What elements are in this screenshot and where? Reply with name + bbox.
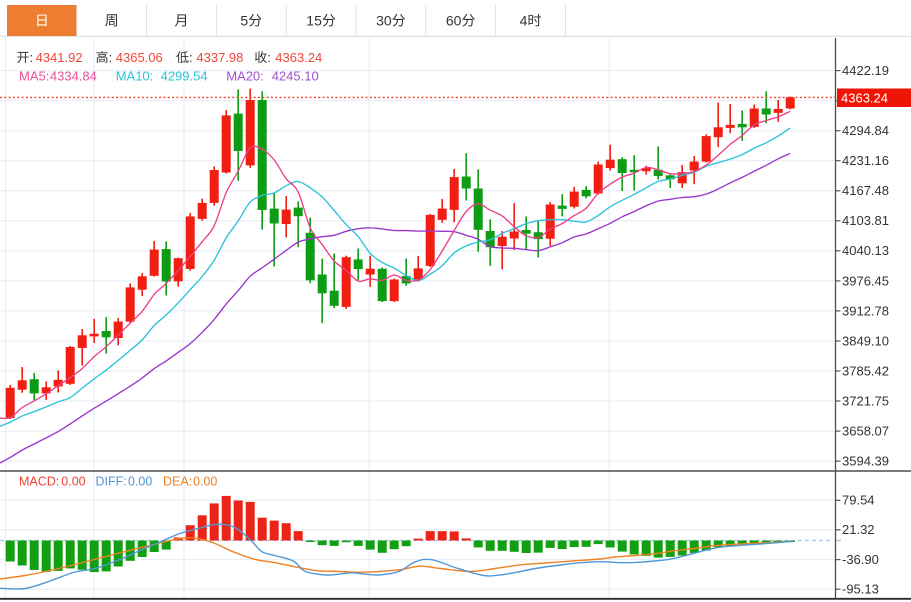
svg-text:30: 30 <box>376 12 392 28</box>
svg-text:DIFF:: DIFF: <box>96 474 127 488</box>
svg-text:-95.13: -95.13 <box>842 582 879 597</box>
svg-text:3658.07: 3658.07 <box>842 424 889 439</box>
svg-text:4363.24: 4363.24 <box>841 90 888 105</box>
svg-text:79.54: 79.54 <box>842 493 875 508</box>
svg-text:4365.06: 4365.06 <box>116 50 163 65</box>
svg-text:5: 5 <box>240 12 248 28</box>
svg-text:4294.84: 4294.84 <box>842 123 889 138</box>
svg-text:MACD:: MACD: <box>19 474 59 488</box>
svg-text:4103.81: 4103.81 <box>842 213 889 228</box>
svg-text::: : <box>30 50 34 65</box>
svg-text:3594.39: 3594.39 <box>842 454 889 469</box>
svg-text:4231.16: 4231.16 <box>842 153 889 168</box>
svg-text:4: 4 <box>520 12 528 28</box>
svg-text:4245.10: 4245.10 <box>272 69 319 84</box>
svg-text:15: 15 <box>306 12 322 28</box>
svg-text::: : <box>267 50 271 65</box>
svg-text:3785.42: 3785.42 <box>842 363 889 378</box>
svg-text:4167.48: 4167.48 <box>842 183 889 198</box>
svg-text:3912.78: 3912.78 <box>842 303 889 318</box>
svg-text:MA5:: MA5: <box>19 69 49 84</box>
svg-text:4363.24: 4363.24 <box>275 50 322 65</box>
svg-text:DEA:: DEA: <box>163 474 192 488</box>
svg-text:4422.19: 4422.19 <box>842 63 889 78</box>
svg-text::: : <box>189 50 193 65</box>
svg-text:4040.13: 4040.13 <box>842 243 889 258</box>
svg-text:MA10:: MA10: <box>116 69 154 84</box>
svg-text:3849.10: 3849.10 <box>842 333 889 348</box>
svg-text:3721.75: 3721.75 <box>842 393 889 408</box>
svg-text:4334.84: 4334.84 <box>50 69 97 84</box>
svg-text:21.32: 21.32 <box>842 522 875 537</box>
svg-text:0.00: 0.00 <box>61 474 85 488</box>
svg-text:0.00: 0.00 <box>128 474 152 488</box>
svg-text:3976.45: 3976.45 <box>842 273 889 288</box>
svg-text:4341.92: 4341.92 <box>36 50 83 65</box>
svg-text::: : <box>109 50 113 65</box>
svg-text:4299.54: 4299.54 <box>161 69 208 84</box>
svg-text:-36.90: -36.90 <box>842 552 879 567</box>
svg-text:MA20:: MA20: <box>226 69 264 84</box>
svg-text:0.00: 0.00 <box>193 474 217 488</box>
svg-text:4337.98: 4337.98 <box>196 50 243 65</box>
svg-text:60: 60 <box>446 12 462 28</box>
